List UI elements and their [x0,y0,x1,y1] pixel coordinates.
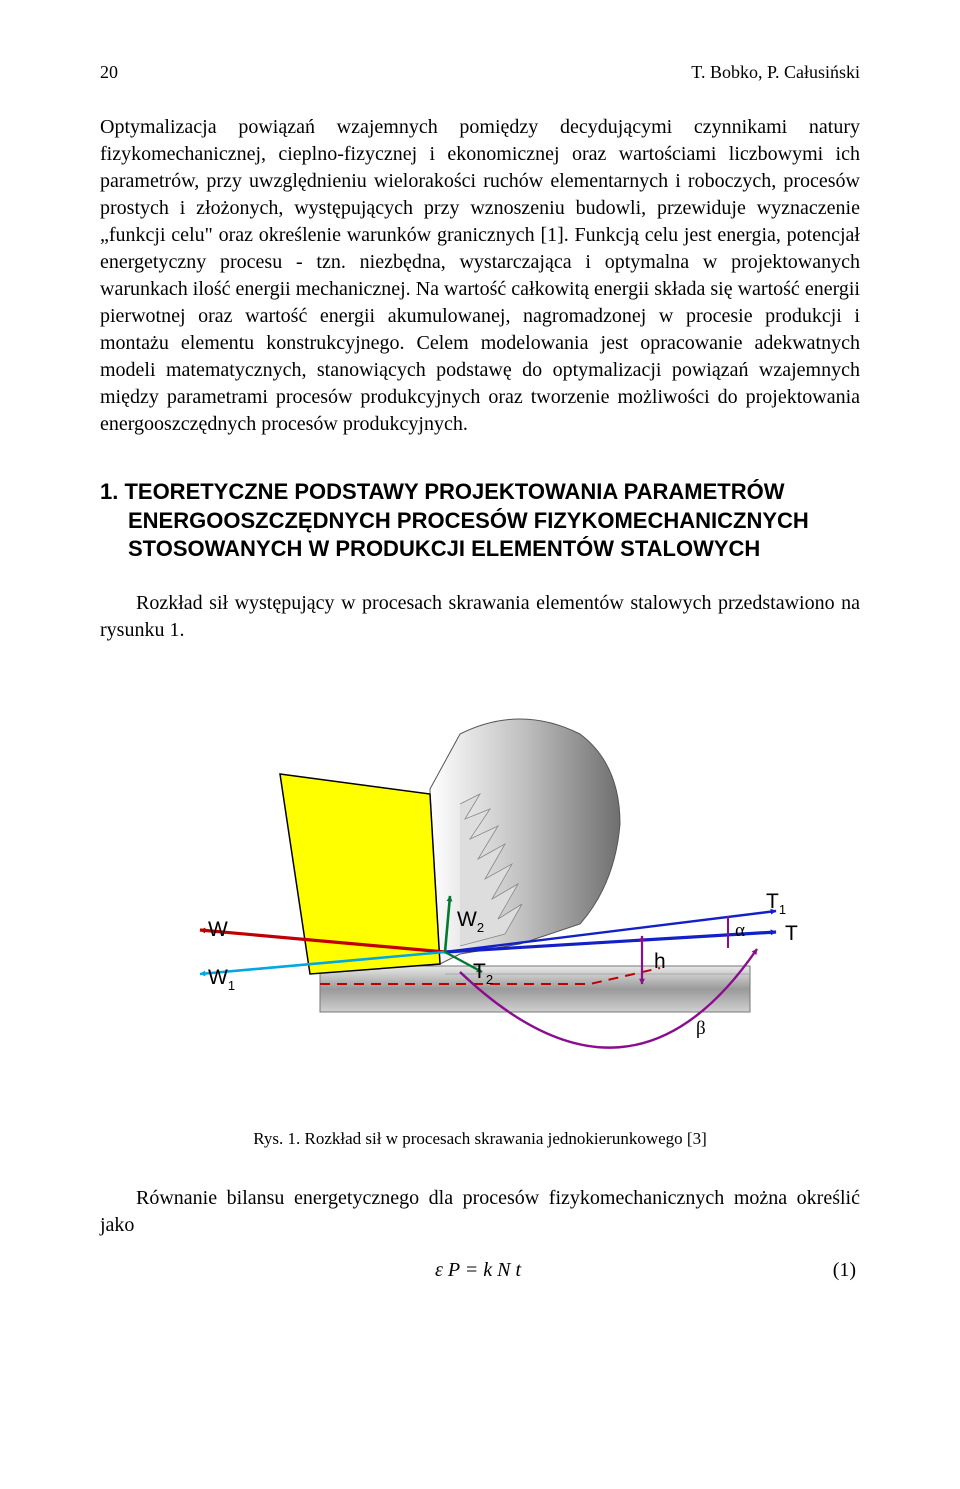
figure-1: αβWW1W2TT1T2h [160,674,800,1102]
paragraph-after-heading: Rozkład sił występujący w procesach skra… [100,590,860,644]
equation-number: (1) [521,1257,860,1284]
svg-text:T2: T2 [473,960,493,987]
equation-body: ε P = k N t [435,1257,521,1284]
svg-text:T1: T1 [766,890,786,917]
paragraph-intro: Optymalizacja powiązań wzajemnych pomięd… [100,114,860,438]
section-heading-1: 1. TEORETYCZNE PODSTAWY PROJEKTOWANIA PA… [100,478,860,564]
equation-intro: Równanie bilansu energetycznego dla proc… [100,1185,860,1239]
svg-text:h: h [654,950,666,973]
svg-text:W: W [208,918,228,941]
svg-text:T: T [785,922,798,945]
figure-1-caption: Rys. 1. Rozkład sił w procesach skrawani… [100,1128,860,1151]
page-number: 20 [100,60,118,84]
equation-1: ε P = k N t (1) [100,1257,860,1284]
running-head: T. Bobko, P. Całusiński [691,60,860,84]
svg-text:α: α [735,920,745,941]
svg-text:β: β [696,1018,706,1039]
